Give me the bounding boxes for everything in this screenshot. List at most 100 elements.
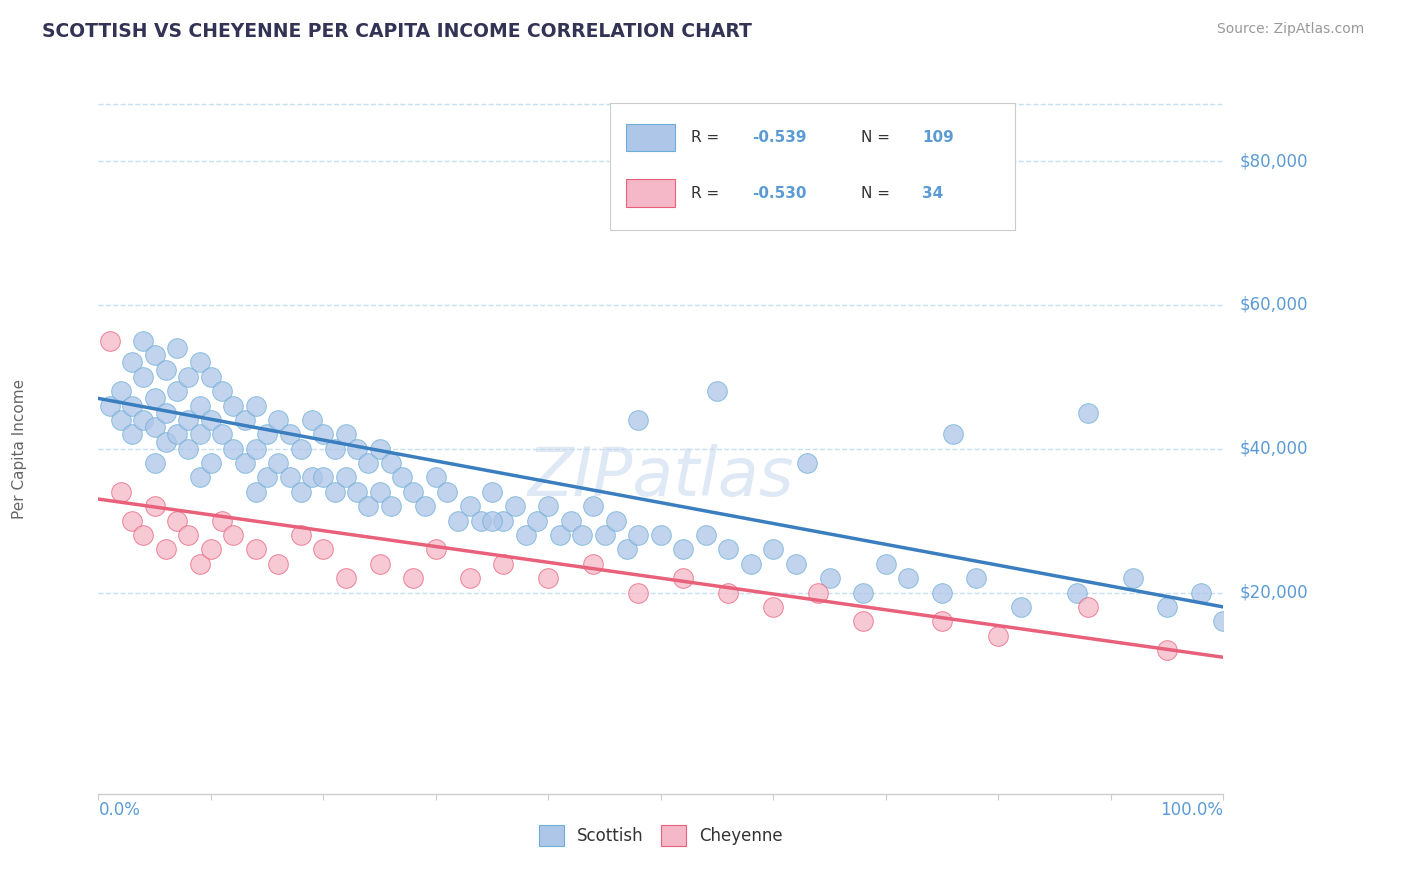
Point <box>425 470 447 484</box>
Text: SCOTTISH VS CHEYENNE PER CAPITA INCOME CORRELATION CHART: SCOTTISH VS CHEYENNE PER CAPITA INCOME C… <box>42 22 752 41</box>
Point <box>515 528 537 542</box>
Point <box>357 500 380 514</box>
Point <box>245 399 267 413</box>
Point <box>290 528 312 542</box>
Point <box>312 427 335 442</box>
Point <box>335 571 357 585</box>
Text: Per Capita Income: Per Capita Income <box>13 379 27 519</box>
Point <box>211 514 233 528</box>
Point <box>177 413 200 427</box>
Point <box>368 442 391 456</box>
Point <box>447 514 470 528</box>
Point <box>1066 585 1088 599</box>
Point <box>560 514 582 528</box>
Point <box>897 571 920 585</box>
Point <box>233 456 256 470</box>
Point <box>380 500 402 514</box>
Point <box>818 571 841 585</box>
Point <box>188 399 211 413</box>
Point <box>278 470 301 484</box>
Point <box>627 413 650 427</box>
Point <box>1212 615 1234 629</box>
Point <box>695 528 717 542</box>
Text: 100.0%: 100.0% <box>1160 801 1223 819</box>
Point <box>267 413 290 427</box>
Point <box>177 528 200 542</box>
Point <box>605 514 627 528</box>
Point <box>593 528 616 542</box>
Point <box>1010 599 1032 614</box>
Point <box>346 442 368 456</box>
Point <box>492 514 515 528</box>
Point <box>132 334 155 348</box>
Point <box>110 484 132 499</box>
Text: $40,000: $40,000 <box>1240 440 1309 458</box>
Point <box>807 585 830 599</box>
Point <box>177 369 200 384</box>
Point <box>458 500 481 514</box>
Point <box>143 456 166 470</box>
Point <box>458 571 481 585</box>
Point <box>177 442 200 456</box>
Point <box>931 615 953 629</box>
Text: ZIPatlas: ZIPatlas <box>527 444 794 510</box>
Point <box>582 500 605 514</box>
Point <box>537 571 560 585</box>
Point <box>368 557 391 571</box>
Point <box>762 599 785 614</box>
Point <box>1156 643 1178 657</box>
Point <box>548 528 571 542</box>
Point <box>571 528 593 542</box>
Point <box>132 413 155 427</box>
Point <box>155 542 177 557</box>
Point <box>627 585 650 599</box>
Point <box>650 528 672 542</box>
Point <box>616 542 638 557</box>
Point <box>166 384 188 399</box>
Point <box>188 470 211 484</box>
Point <box>98 334 121 348</box>
Point <box>852 615 875 629</box>
Point <box>245 542 267 557</box>
Point <box>481 514 503 528</box>
Point <box>942 427 965 442</box>
Point <box>335 470 357 484</box>
Point <box>965 571 987 585</box>
Point <box>256 470 278 484</box>
Point <box>785 557 807 571</box>
Point <box>875 557 897 571</box>
Point <box>143 500 166 514</box>
Point <box>717 585 740 599</box>
Point <box>290 484 312 499</box>
Point <box>402 571 425 585</box>
Point <box>211 427 233 442</box>
Point <box>121 514 143 528</box>
Point <box>312 542 335 557</box>
Point <box>211 384 233 399</box>
Point <box>987 629 1010 643</box>
Point <box>132 528 155 542</box>
Point <box>233 413 256 427</box>
Point <box>200 413 222 427</box>
Point <box>796 456 818 470</box>
Point <box>98 399 121 413</box>
Point <box>762 542 785 557</box>
Point <box>740 557 762 571</box>
Point <box>413 500 436 514</box>
Point <box>200 456 222 470</box>
Point <box>166 427 188 442</box>
Text: $80,000: $80,000 <box>1240 153 1309 170</box>
Point <box>1156 599 1178 614</box>
Point <box>110 413 132 427</box>
Point <box>267 456 290 470</box>
Point <box>582 557 605 571</box>
Point <box>931 585 953 599</box>
Point <box>672 571 695 585</box>
Point <box>402 484 425 499</box>
Point <box>222 528 245 542</box>
Point <box>155 362 177 376</box>
Point <box>301 470 323 484</box>
Text: Source: ZipAtlas.com: Source: ZipAtlas.com <box>1216 22 1364 37</box>
Point <box>132 369 155 384</box>
Point <box>470 514 492 528</box>
